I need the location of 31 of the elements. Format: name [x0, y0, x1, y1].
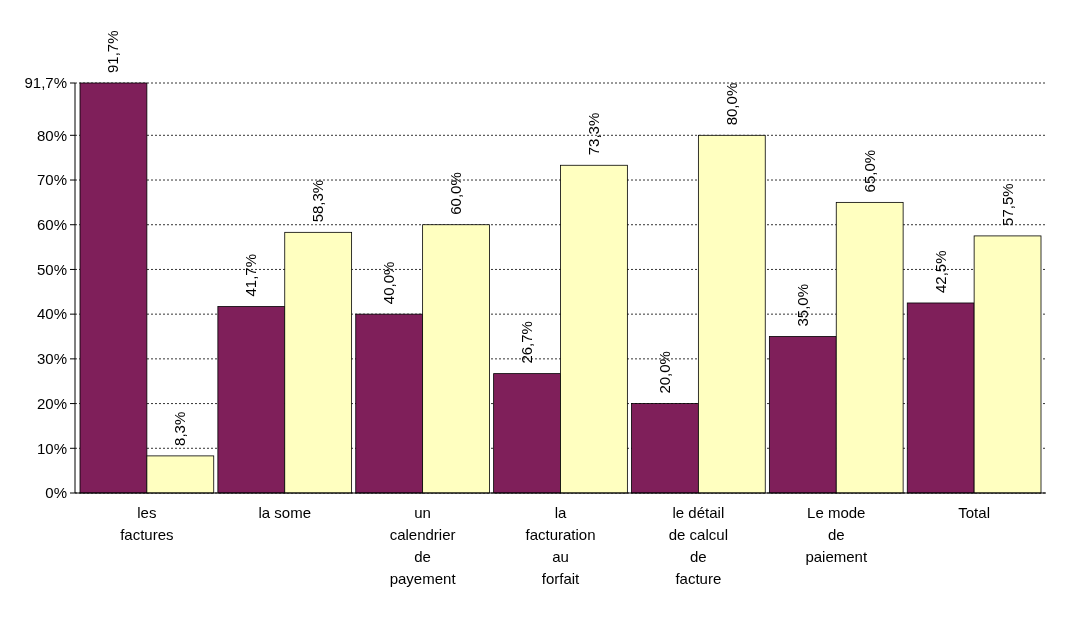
- y-tick-label: 80%: [36, 126, 67, 144]
- data-label: 35,0%: [793, 283, 811, 327]
- data-label: 80,0%: [722, 82, 740, 126]
- x-tick-label: Le mode de paiement: [805, 504, 868, 565]
- data-label: 65,0%: [860, 149, 878, 193]
- y-tick-label: 91,7%: [24, 74, 67, 92]
- data-label: 73,3%: [584, 112, 602, 156]
- x-tick-label: la facturation au forfait: [525, 504, 596, 587]
- y-tick-label: 70%: [36, 171, 67, 189]
- data-label: 40,0%: [380, 261, 398, 305]
- data-label: 8,3%: [171, 411, 189, 446]
- y-tick-label: 30%: [36, 350, 67, 368]
- data-label: 26,7%: [518, 321, 536, 364]
- data-label: 57,5%: [998, 183, 1016, 226]
- x-tick-label: le détail de calcul de facture: [668, 504, 728, 587]
- data-label: 41,7%: [242, 254, 260, 297]
- y-tick-label: 60%: [36, 215, 67, 233]
- y-tick-label: 10%: [36, 439, 67, 457]
- data-label: 91,7%: [104, 30, 122, 73]
- data-label: 60,0%: [447, 172, 465, 215]
- data-label: 20,0%: [655, 351, 673, 394]
- y-tick-label: 0%: [45, 484, 67, 502]
- x-tick-label: Total: [958, 504, 990, 521]
- data-label: 58,3%: [309, 179, 327, 223]
- y-tick-label: 40%: [36, 305, 67, 323]
- data-label: 42,5%: [931, 250, 949, 293]
- x-tick-label: la some: [258, 504, 312, 521]
- y-tick-label: 20%: [36, 394, 67, 412]
- x-tick-label: les factures: [120, 504, 174, 543]
- y-tick-label: 50%: [36, 260, 67, 278]
- x-tick-label: un calendrier de payement: [389, 504, 457, 587]
